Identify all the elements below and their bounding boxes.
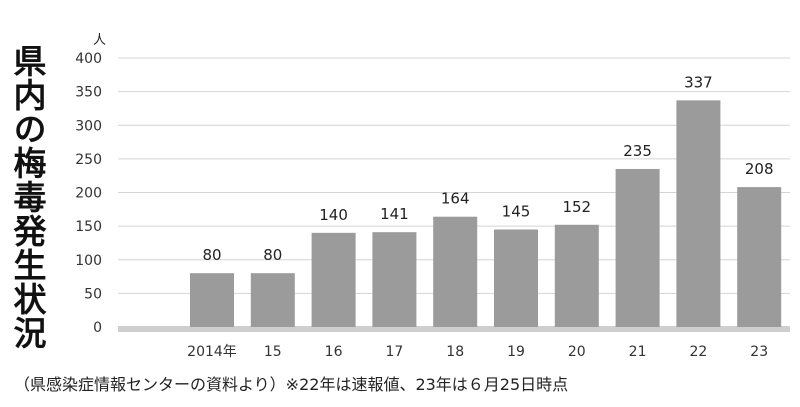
bar [190,273,234,327]
data-label: 337 [684,73,713,91]
x-tick-label: 2014年 [187,344,237,360]
x-tick-label: 23 [750,344,768,360]
data-label: 141 [380,205,409,223]
bar [433,216,478,327]
x-axis-ticks: 2014年 15 16 17 18 19 20 21 22 23 [187,344,768,360]
bar [494,229,538,327]
data-label: 145 [502,202,531,220]
y-tick-label: 0 [93,320,102,336]
x-tick-label: 16 [325,344,343,360]
y-axis-unit-label: 人 [93,33,106,48]
data-label: 80 [263,246,282,264]
bar [615,168,660,327]
bars [190,100,782,328]
y-tick-label: 350 [75,85,102,101]
data-label: 80 [202,246,221,264]
data-label: 164 [441,190,470,208]
y-axis-ticks: 0 50 100 150 200 250 300 350 400 [75,51,102,336]
x-tick-label: 20 [568,344,586,360]
bar [737,187,782,327]
x-tick-label: 22 [689,344,707,360]
y-tick-label: 300 [75,118,102,134]
data-label: 152 [562,198,591,216]
bar [311,232,356,327]
y-tick-label: 50 [84,286,102,302]
y-tick-label: 250 [75,152,102,168]
y-tick-label: 150 [75,219,102,235]
x-tick-label: 19 [507,344,525,360]
x-tick-label: 15 [264,344,282,360]
chart-title: 県内の梅毒発生状況 [8,44,47,350]
data-label: 140 [319,206,348,224]
y-tick-label: 200 [75,186,102,202]
y-tick-label: 400 [75,51,102,67]
data-label: 235 [623,142,652,160]
y-tick-label: 100 [75,253,102,269]
x-tick-label: 21 [629,344,647,360]
bar [554,224,599,327]
data-label: 208 [745,160,774,178]
bar [372,232,417,327]
source-note: （県感染症情報センターの資料より）※22年は速報値、23年は６月25日時点 [14,375,569,394]
bar [250,273,295,327]
x-tick-label: 17 [385,344,403,360]
bar-chart: 0 50 100 150 200 250 300 350 400 人 80 80 140 141 164… [75,33,790,360]
x-axis-baseline [118,326,790,332]
x-tick-label: 18 [446,344,464,360]
bar [676,100,721,328]
data-labels: 80 80 140 141 164 145 152 235 337 208 [202,73,773,264]
